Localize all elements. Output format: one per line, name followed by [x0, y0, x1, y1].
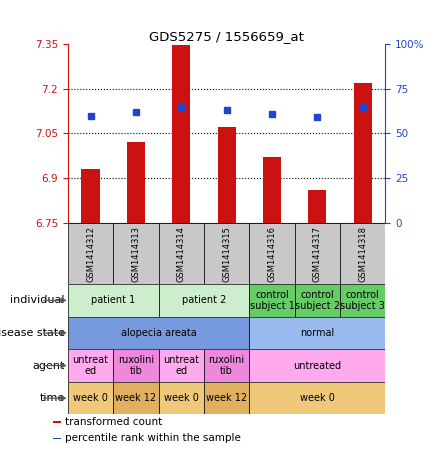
Bar	[113, 382, 159, 414]
Bar	[340, 223, 385, 284]
Bar	[159, 223, 204, 284]
Bar	[249, 382, 385, 414]
Bar	[249, 349, 385, 382]
Text: control
subject 2: control subject 2	[295, 289, 340, 311]
Text: week 0: week 0	[164, 393, 199, 403]
Bar	[68, 223, 113, 284]
Bar	[295, 284, 340, 317]
Text: patient 1: patient 1	[91, 295, 135, 305]
Text: untreated: untreated	[293, 361, 342, 371]
Bar	[113, 349, 159, 382]
Text: control
subject 1: control subject 1	[250, 289, 294, 311]
Text: GSM1414318: GSM1414318	[358, 226, 367, 282]
Bar	[68, 349, 113, 382]
Bar	[204, 349, 249, 382]
Bar	[204, 223, 249, 284]
Text: GSM1414314: GSM1414314	[177, 226, 186, 282]
Bar	[68, 382, 113, 414]
Bar	[68, 284, 159, 317]
Bar	[159, 284, 249, 317]
Text: untreat
ed: untreat ed	[73, 355, 109, 376]
Text: week 12: week 12	[115, 393, 156, 403]
Bar	[308, 190, 326, 223]
Bar	[263, 157, 281, 223]
Bar	[81, 169, 100, 223]
Bar	[172, 45, 191, 223]
Text: week 12: week 12	[206, 393, 247, 403]
Text: agent: agent	[32, 361, 65, 371]
Text: GSM1414317: GSM1414317	[313, 226, 322, 282]
Text: normal: normal	[300, 328, 335, 338]
Bar	[159, 349, 204, 382]
Bar	[295, 223, 340, 284]
Text: percentile rank within the sample: percentile rank within the sample	[65, 433, 240, 443]
Text: GSM1414313: GSM1414313	[131, 226, 141, 282]
Bar	[127, 142, 145, 223]
Text: untreat
ed: untreat ed	[163, 355, 199, 376]
Text: transformed count: transformed count	[65, 417, 162, 427]
Text: week 0: week 0	[300, 393, 335, 403]
Bar	[113, 223, 159, 284]
Text: GSM1414312: GSM1414312	[86, 226, 95, 282]
Text: alopecia areata: alopecia areata	[121, 328, 197, 338]
Bar	[159, 382, 204, 414]
Bar	[249, 223, 295, 284]
Text: time: time	[39, 393, 65, 403]
Text: GSM1414316: GSM1414316	[268, 226, 276, 282]
Bar	[204, 382, 249, 414]
Text: week 0: week 0	[73, 393, 108, 403]
Bar	[53, 438, 61, 439]
Bar	[340, 284, 385, 317]
Bar	[249, 317, 385, 349]
Bar	[249, 284, 295, 317]
Text: control
subject 3: control subject 3	[340, 289, 385, 311]
Bar	[68, 317, 249, 349]
Bar	[218, 127, 236, 223]
Text: individual: individual	[10, 295, 65, 305]
Bar	[53, 421, 61, 423]
Text: patient 2: patient 2	[182, 295, 226, 305]
Text: disease state: disease state	[0, 328, 65, 338]
Text: GSM1414315: GSM1414315	[222, 226, 231, 282]
Text: ruxolini
tib: ruxolini tib	[208, 355, 245, 376]
Text: ruxolini
tib: ruxolini tib	[118, 355, 154, 376]
Bar	[354, 83, 372, 223]
Title: GDS5275 / 1556659_at: GDS5275 / 1556659_at	[149, 30, 304, 43]
